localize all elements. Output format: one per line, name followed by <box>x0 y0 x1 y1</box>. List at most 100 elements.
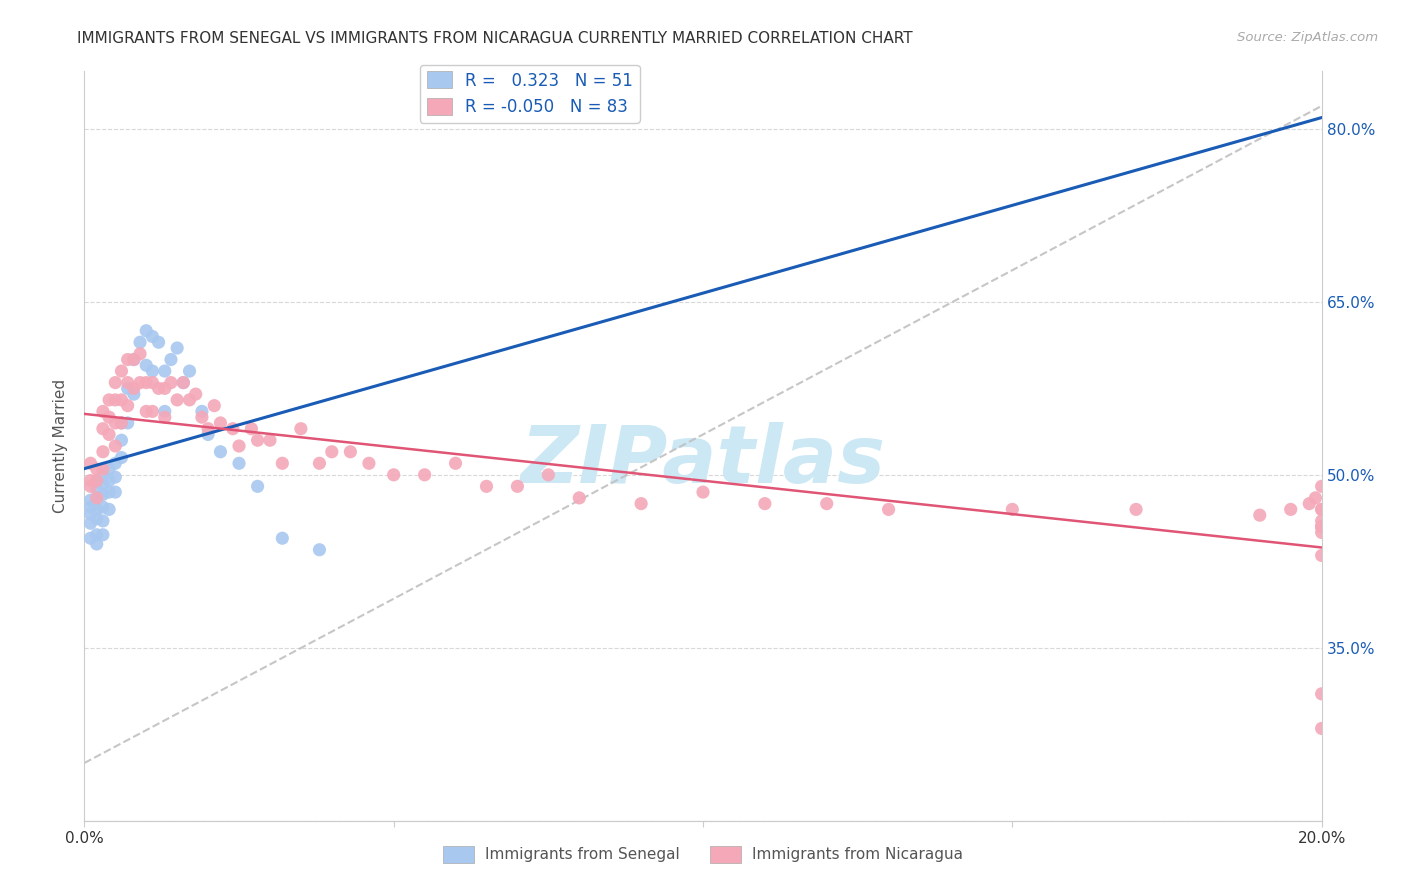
Point <box>1001 502 1024 516</box>
Point <box>91 404 114 418</box>
Point <box>240 422 263 436</box>
Text: Source: ZipAtlas.com: Source: ZipAtlas.com <box>1237 31 1378 45</box>
Point <box>1310 525 1333 540</box>
Point <box>413 467 436 482</box>
Point <box>86 528 108 542</box>
Point <box>79 493 101 508</box>
Point <box>271 531 294 545</box>
Point <box>153 364 176 378</box>
Point <box>79 516 101 531</box>
Point <box>129 376 152 390</box>
Point <box>129 335 152 350</box>
Text: Immigrants from Nicaragua: Immigrants from Nicaragua <box>752 847 963 862</box>
Point <box>160 376 183 390</box>
Point <box>104 439 127 453</box>
Point <box>91 477 114 491</box>
Point <box>202 399 225 413</box>
Point <box>129 347 152 361</box>
Point <box>172 376 194 390</box>
Point <box>339 444 361 458</box>
Point <box>222 422 245 436</box>
Point <box>91 467 114 482</box>
Point <box>79 474 101 488</box>
Text: ZIPatlas: ZIPatlas <box>520 422 886 500</box>
Point <box>98 427 121 442</box>
Point <box>117 352 139 367</box>
Text: IMMIGRANTS FROM SENEGAL VS IMMIGRANTS FROM NICARAGUA CURRENTLY MARRIED CORRELATI: IMMIGRANTS FROM SENEGAL VS IMMIGRANTS FR… <box>77 31 912 46</box>
Point <box>79 500 101 514</box>
Point <box>141 404 163 418</box>
Point <box>98 410 121 425</box>
Point <box>475 479 498 493</box>
Point <box>191 410 214 425</box>
Point <box>382 467 405 482</box>
Point <box>104 376 127 390</box>
Point <box>79 479 101 493</box>
Point <box>91 444 114 458</box>
Point <box>1305 491 1327 505</box>
Point <box>91 528 114 542</box>
Point <box>179 364 201 378</box>
Point <box>1310 502 1333 516</box>
Text: Immigrants from Senegal: Immigrants from Senegal <box>485 847 681 862</box>
Point <box>110 416 132 430</box>
Point <box>153 404 176 418</box>
Point <box>1310 519 1333 533</box>
Point <box>86 491 108 505</box>
Point <box>308 542 330 557</box>
Point <box>104 485 127 500</box>
Point <box>91 462 114 476</box>
Point <box>179 392 201 407</box>
Point <box>1279 502 1302 516</box>
Point <box>98 474 121 488</box>
Point <box>160 352 183 367</box>
Point <box>79 531 101 545</box>
Point <box>1310 514 1333 528</box>
Point <box>86 474 108 488</box>
Point <box>98 462 121 476</box>
Point <box>91 422 114 436</box>
Point <box>86 474 108 488</box>
Point <box>98 392 121 407</box>
Point <box>209 444 232 458</box>
Point <box>197 427 219 442</box>
Point <box>246 434 269 448</box>
Point <box>117 376 139 390</box>
Point <box>122 381 145 395</box>
Point <box>86 502 108 516</box>
Point <box>259 434 281 448</box>
Point <box>290 422 312 436</box>
Point <box>135 359 157 373</box>
Point <box>184 387 207 401</box>
Point <box>815 497 838 511</box>
Point <box>357 456 380 470</box>
Point <box>1310 479 1333 493</box>
Point <box>1310 519 1333 533</box>
Point <box>246 479 269 493</box>
Point <box>1310 519 1333 533</box>
Point <box>135 404 157 418</box>
Point <box>228 439 250 453</box>
Point <box>877 502 900 516</box>
Point <box>110 450 132 465</box>
Point <box>1298 497 1320 511</box>
Point <box>1310 502 1333 516</box>
Point <box>1310 687 1333 701</box>
Y-axis label: Currently Married: Currently Married <box>53 379 69 513</box>
Point <box>141 329 163 343</box>
Point <box>321 444 343 458</box>
Point <box>568 491 591 505</box>
Point <box>141 364 163 378</box>
Point <box>98 485 121 500</box>
Point <box>166 341 188 355</box>
Point <box>197 422 219 436</box>
Point <box>110 434 132 448</box>
Point <box>228 456 250 470</box>
Point <box>117 399 139 413</box>
Point <box>104 392 127 407</box>
Point <box>91 487 114 501</box>
Point <box>148 381 170 395</box>
Point <box>104 456 127 470</box>
Point <box>1249 508 1271 523</box>
Point <box>141 376 163 390</box>
